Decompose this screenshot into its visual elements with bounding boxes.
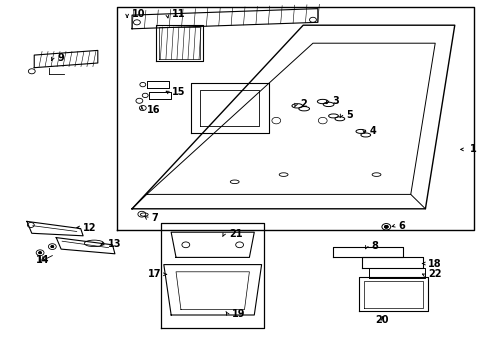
Text: 14: 14: [36, 255, 50, 265]
Text: 20: 20: [375, 315, 388, 325]
Text: 13: 13: [107, 239, 121, 249]
Text: 15: 15: [172, 87, 185, 97]
Text: 22: 22: [427, 269, 441, 279]
Text: 9: 9: [58, 53, 64, 63]
Text: 17: 17: [147, 269, 161, 279]
Text: 11: 11: [172, 9, 185, 19]
Text: 1: 1: [468, 144, 475, 154]
Circle shape: [39, 252, 41, 254]
Circle shape: [384, 225, 387, 228]
Text: 7: 7: [151, 213, 158, 223]
Circle shape: [39, 252, 41, 254]
Text: 16: 16: [146, 105, 160, 115]
Text: 19: 19: [232, 309, 245, 319]
Text: 8: 8: [371, 241, 378, 251]
Text: 5: 5: [346, 110, 352, 120]
Text: 6: 6: [398, 221, 405, 231]
Text: 3: 3: [332, 96, 339, 106]
Text: 2: 2: [300, 99, 307, 109]
Text: 10: 10: [132, 9, 145, 19]
Text: 4: 4: [368, 126, 375, 136]
Circle shape: [51, 246, 54, 248]
Circle shape: [51, 246, 54, 248]
Text: 21: 21: [228, 229, 242, 239]
Text: 18: 18: [427, 258, 441, 269]
Circle shape: [384, 225, 387, 228]
Text: 12: 12: [83, 222, 97, 233]
